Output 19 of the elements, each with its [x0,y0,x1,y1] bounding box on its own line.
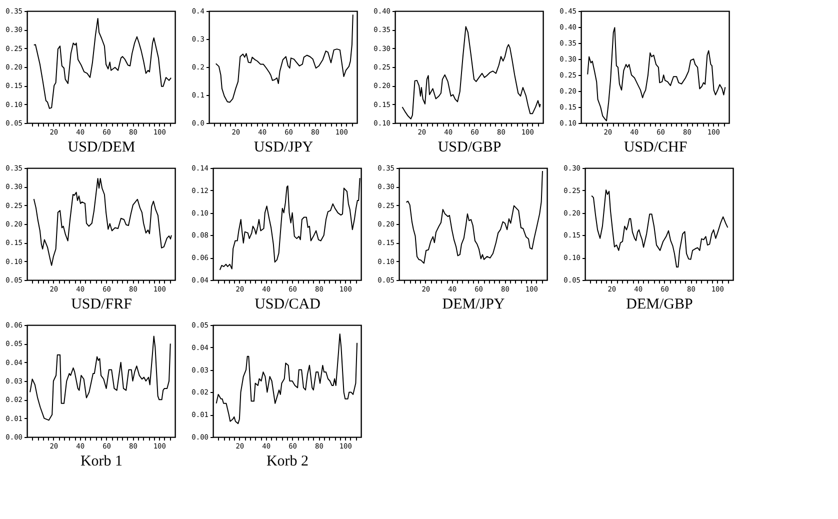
x-axis-title: USD/CHF [624,140,688,156]
line-series [33,178,172,266]
line-series [591,189,728,268]
line-series [30,336,171,421]
x-axis-title: USD/GBP [438,140,502,156]
x-axis-title: Korb 1 [80,454,123,470]
line-series [33,18,172,109]
x-axis-title: USD/CAD [254,296,321,312]
line-series [402,26,541,120]
x-axis-title: DEM/JPY [442,296,505,312]
x-axis-title: USD/DEM [68,140,136,156]
x-axis-title: USD/JPY [254,140,314,156]
line-series [216,333,358,424]
line-series [587,27,726,122]
x-axis-title: USD/FRF [71,296,132,312]
x-axis-title: DEM/GBP [626,296,693,312]
line-series [215,14,354,103]
line-series [406,170,544,264]
x-axis-title: Korb 2 [266,454,309,470]
